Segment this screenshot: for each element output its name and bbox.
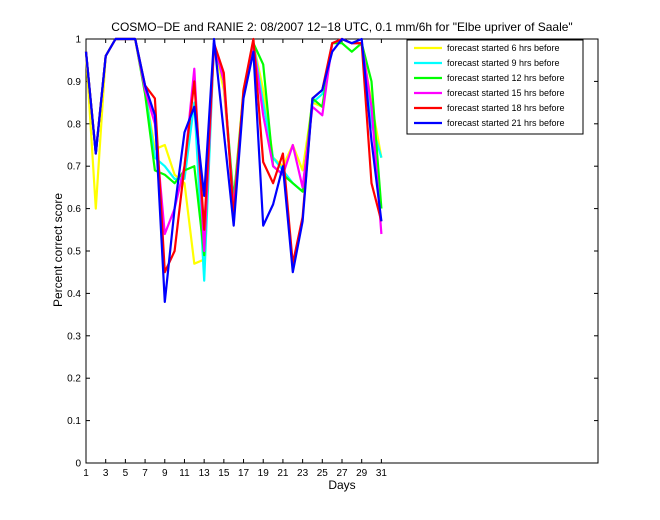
y-tick-label: 0.8 — [67, 119, 81, 130]
x-tick-label: 23 — [297, 468, 309, 479]
x-tick-label: 17 — [238, 468, 250, 479]
y-tick-label: 0.2 — [67, 374, 81, 385]
x-tick-label: 27 — [336, 468, 348, 479]
x-tick-label: 31 — [376, 468, 388, 479]
legend-label-4: forecast started 18 hrs before — [447, 103, 565, 113]
x-tick-label: 11 — [179, 468, 190, 479]
series-line-5 — [84, 37, 383, 303]
legend-box — [406, 39, 584, 135]
legend-label-2: forecast started 12 hrs before — [447, 73, 565, 83]
legend-label-0: forecast started 6 hrs before — [447, 43, 560, 53]
x-tick-label: 21 — [277, 468, 289, 479]
y-axis-ticks: 0 0.1 0.2 0.3 0.4 0.5 0.6 0.7 0.8 0.9 1 — [67, 35, 598, 470]
y-tick-label: 0.9 — [67, 77, 81, 88]
x-tick-label: 25 — [317, 468, 329, 479]
x-tick-label: 3 — [103, 468, 109, 479]
x-tick-label: 29 — [356, 468, 368, 479]
x-tick-label: 7 — [142, 468, 148, 479]
y-tick-label: 0 — [75, 459, 81, 470]
y-tick-label: 0.5 — [67, 247, 81, 258]
series-lines — [84, 37, 383, 303]
y-tick-label: 0.1 — [67, 416, 81, 427]
x-tick-label: 9 — [162, 468, 168, 479]
legend-label-3: forecast started 15 hrs before — [447, 88, 565, 98]
legend: forecast started 6 hrs before forecast st… — [406, 39, 584, 135]
x-tick-label: 13 — [199, 468, 211, 479]
y-tick-label: 0.4 — [67, 289, 81, 300]
chart-title: COSMO−DE and RANIE 2: 08/2007 12−18 UTC,… — [111, 20, 572, 34]
x-tick-label: 15 — [218, 468, 230, 479]
y-tick-label: 0.6 — [67, 204, 81, 215]
x-axis-label: Days — [328, 478, 355, 492]
legend-label-1: forecast started 9 hrs before — [447, 58, 560, 68]
y-tick-label: 1 — [75, 35, 81, 46]
x-tick-label: 19 — [258, 468, 270, 479]
x-axis-ticks: 1 3 5 7 9 11 13 15 17 19 21 23 25 27 29 31 — [83, 39, 387, 479]
legend-label-5: forecast started 21 hrs before — [447, 118, 565, 128]
x-tick-label: 5 — [123, 468, 129, 479]
y-tick-label: 0.3 — [67, 331, 81, 342]
y-axis-label: Percent correct score — [51, 193, 65, 307]
x-tick-label: 1 — [83, 468, 89, 479]
y-tick-label: 0.7 — [67, 162, 81, 173]
